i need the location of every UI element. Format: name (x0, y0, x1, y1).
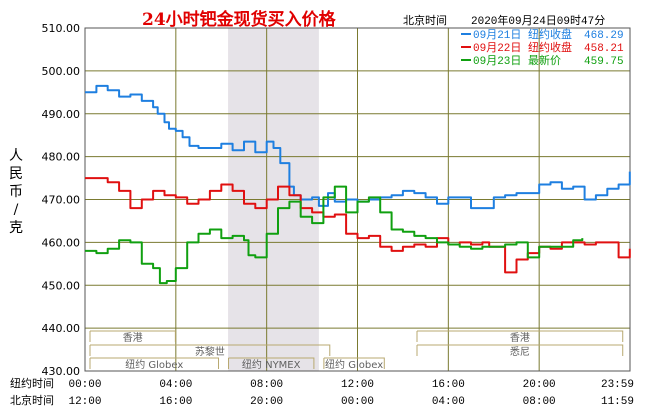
legend-label: 纽约收盘 (528, 27, 572, 42)
y-label-char: 人 (9, 148, 23, 164)
timestamp: 2020年09月24日09时47分 (471, 13, 605, 28)
x-ticks-ny: 00:00 04:00 08:00 12:00 16:00 20:00 23:59 (68, 379, 634, 391)
x-row-ny-label: 纽约时间 (10, 376, 54, 391)
y-axis-label: 人民币 / 克 (9, 148, 23, 236)
x-tick-bj: 04:00 (432, 396, 465, 408)
market-session-label: 苏黎世 (195, 345, 225, 358)
x-tick-ny: 00:00 (68, 379, 101, 391)
x-ticks-bj: 12:00 16:00 20:00 00:00 04:00 08:00 11:59 (68, 396, 634, 408)
legend-value: 468.29 (584, 30, 624, 42)
x-tick-ny: 23:59 (601, 379, 634, 391)
chart-title: 24小时钯金现货买入价格 (142, 9, 337, 30)
y-label-char: 克 (9, 220, 23, 236)
market-session-label: 纽约 NYMEX (242, 358, 301, 371)
market-session-bracket (228, 357, 315, 369)
y-axis-ticks: 510.00 500.00 490.00 480.00 470.00 460.00 450.… (42, 22, 81, 378)
y-label-char: / (14, 202, 19, 218)
plot-border (84, 27, 631, 372)
legend-date: 09月22日 (473, 42, 521, 55)
legend-value: 458.21 (584, 43, 624, 55)
price-series (85, 84, 631, 285)
series-line (85, 177, 631, 274)
timezone-label: 北京时间 (403, 13, 447, 28)
x-row-bj-label: 北京时间 (10, 393, 54, 408)
market-session-bracket (89, 330, 176, 342)
market-session-label: 香港 (510, 332, 530, 344)
market-session-label: 纽约 Globex (125, 358, 183, 371)
legend-date: 09月23日 (473, 55, 521, 68)
y-tick-label: 440.00 (42, 322, 81, 335)
y-tick-label: 500.00 (42, 65, 81, 78)
x-tick-bj: 08:00 (523, 396, 556, 408)
x-axis-bj-row: 北京时间 12:00 16:00 20:00 00:00 04:00 08:00 11:59 (10, 393, 634, 408)
legend-label: 纽约收盘 (528, 40, 572, 55)
market-session-bracket (89, 344, 331, 356)
series-line (85, 185, 584, 285)
x-tick-ny: 16:00 (432, 379, 465, 391)
x-tick-bj: 20:00 (250, 396, 283, 408)
x-tick-bj: 12:00 (68, 396, 101, 408)
y-label-char: 币 (9, 184, 23, 200)
y-label-char: 民 (9, 166, 23, 182)
x-axis-ny-row: 纽约时间 00:00 04:00 08:00 12:00 16:00 20:00 23:59 (10, 376, 634, 391)
x-tick-bj: 11:59 (601, 396, 634, 408)
y-tick-label: 460.00 (42, 236, 81, 249)
legend-date: 09月21日 (473, 29, 521, 42)
x-tick-bj: 16:00 (159, 396, 192, 408)
y-tick-label: 490.00 (42, 108, 81, 121)
y-tick-label: 510.00 (42, 22, 81, 35)
y-tick-label: 480.00 (42, 151, 81, 164)
y-axis-label-text: 人民币 / 克 (9, 148, 23, 236)
market-session-bracket (89, 357, 220, 369)
y-tick-label: 470.00 (42, 194, 81, 207)
market-session-bracket (416, 330, 624, 342)
legend-value: 459.75 (584, 56, 624, 68)
x-tick-ny: 04:00 (159, 379, 192, 391)
market-session-label: 悉尼 (510, 346, 530, 358)
series-line (85, 84, 631, 210)
market-session-bracket (416, 344, 624, 356)
legend: 09月21日 纽约收盘 468.29 09月22日 纽约收盘 458.21 09月23日 最新… (461, 27, 624, 68)
market-session-bracket (323, 357, 385, 369)
market-session-label: 香港 (123, 332, 143, 344)
y-tick-label: 450.00 (42, 279, 81, 292)
legend-label: 最新价 (528, 53, 561, 68)
x-tick-bj: 00:00 (341, 396, 374, 408)
x-tick-ny: 12:00 (341, 379, 374, 391)
y-tick-label: 430.00 (42, 365, 81, 378)
x-tick-ny: 08:00 (250, 379, 283, 391)
market-session-label: 纽约 Globex (325, 358, 383, 371)
x-tick-ny: 20:00 (523, 379, 556, 391)
